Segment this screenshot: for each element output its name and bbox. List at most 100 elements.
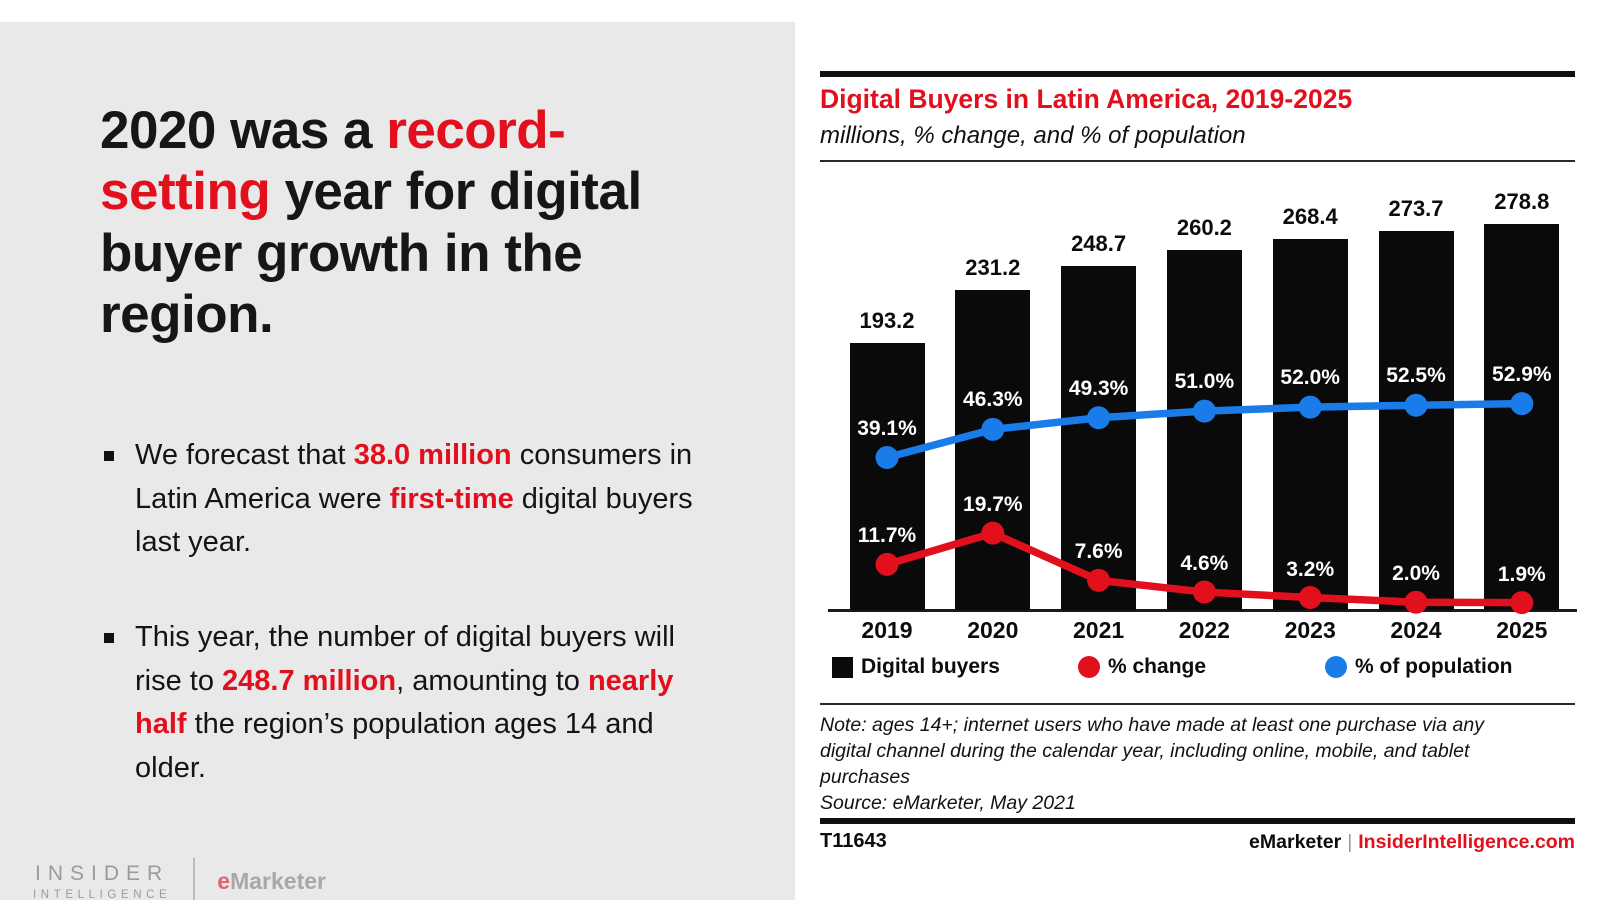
highlight-text: nearly half — [135, 664, 674, 741]
plain-text: , amounting to — [396, 664, 588, 697]
footer-rule — [820, 818, 1575, 824]
pct-change-label: 11.7% — [857, 524, 917, 548]
logo-insider-line: INSIDER — [35, 861, 170, 885]
legend-item-pct-change: % change — [1078, 655, 1206, 679]
chart-footer-brand: eMarketer | InsiderIntelligence.com — [1249, 831, 1575, 854]
pct-population-label: 52.5% — [1386, 364, 1446, 388]
pct-population-label: 51.0% — [1174, 370, 1235, 394]
pct-change-label: 19.7% — [963, 493, 1023, 517]
insider-intelligence-logo: INSIDER INTELLIGENCE eMarketer — [33, 858, 326, 900]
pct-population-point-2022 — [1192, 399, 1216, 423]
bullet-item: This year, the number of digital buyers … — [104, 616, 729, 790]
pct-change-point-2025 — [1510, 591, 1534, 615]
plain-text: consumers in Latin America were — [135, 439, 693, 515]
plain-text: We forecast that — [135, 439, 354, 471]
bar-value-label: 248.7 — [1071, 230, 1127, 256]
chart-subtitle: millions, % change, and % of population — [820, 122, 1246, 149]
year-label-2024: 2024 — [1390, 617, 1442, 643]
bar-value-label: 231.2 — [965, 255, 1021, 281]
footer-divider: | — [1347, 831, 1353, 853]
pct-population-point-2021 — [1087, 406, 1111, 430]
note-rule — [820, 703, 1575, 705]
bar-value-label: 193.2 — [859, 307, 915, 333]
pct-population-label: 49.3% — [1068, 376, 1129, 400]
highlight-text: 248.7 million — [222, 664, 397, 697]
digital-buyers-bar-2023 — [1272, 238, 1348, 610]
trend-lines — [875, 392, 1534, 615]
pct-population-label: 52.9% — [1492, 362, 1552, 386]
plain-text: year for digital buyer growth in the reg… — [100, 162, 642, 345]
insider-intelligence-wordmark: INSIDER INTELLIGENCE — [33, 862, 171, 900]
legend-label: % change — [1108, 655, 1207, 678]
footer-site-link: InsiderIntelligence.com — [1358, 831, 1575, 853]
legend-item-digital-buyers: Digital buyers — [832, 655, 1000, 679]
digital-buyers-swatch-icon — [832, 656, 853, 678]
pct-change-point-2019 — [875, 552, 899, 576]
bar-value-label: 260.2 — [1176, 215, 1232, 241]
legend-item-pct-population: % of population — [1325, 655, 1512, 679]
bar-value-label: 273.7 — [1388, 196, 1444, 222]
emarketer-logo-e: e — [217, 867, 231, 894]
year-label-2023: 2023 — [1284, 617, 1336, 643]
top-rule — [820, 71, 1575, 77]
pct-change-label: 7.6% — [1074, 540, 1123, 564]
bar-value-label: 278.8 — [1494, 189, 1550, 215]
page-title: 2020 was a record-setting year for digit… — [100, 100, 725, 346]
year-label-2025: 2025 — [1496, 617, 1548, 643]
legend: Digital buyers % change % of population — [820, 655, 1575, 683]
digital-buyers-bar-2021 — [1061, 265, 1137, 610]
chart-title: Digital Buyers in Latin America, 2019-20… — [820, 84, 1353, 114]
pct-population-label: 52.0% — [1280, 366, 1340, 390]
chart-id: T11643 — [820, 830, 887, 852]
chart-source: Source: eMarketer, May 2021 — [820, 792, 1076, 814]
digital-buyers-bar-2024 — [1378, 231, 1454, 610]
pct-change-point-2023 — [1298, 586, 1322, 610]
plain-text: the region’s population ages 14 and olde… — [135, 708, 654, 784]
pct-change-point-2022 — [1192, 580, 1216, 604]
plain-text: 2020 was a — [100, 101, 387, 160]
pct-change-swatch-icon — [1078, 656, 1100, 678]
pct-population-label: 46.3% — [963, 388, 1023, 412]
legend-label: Digital buyers — [861, 655, 1000, 678]
year-label-2022: 2022 — [1178, 617, 1230, 643]
digital-buyers-bar-2020 — [955, 290, 1031, 610]
pct-population-point-2019 — [875, 445, 899, 469]
highlight-text: first-time — [389, 482, 514, 515]
bullet-item: We forecast that 38.0 million consumers … — [104, 434, 729, 565]
pct-change-point-2021 — [1087, 568, 1111, 592]
pct-population-label: 39.1% — [857, 416, 917, 440]
chart-card: Digital Buyers in Latin America, 2019-20… — [795, 0, 1600, 900]
pct-population-swatch-icon — [1325, 656, 1347, 678]
chart-note: Note: ages 14+; internet users who have … — [820, 714, 1484, 788]
emarketer-logo-rest: Marketer — [230, 867, 326, 894]
pct-change-label: 3.2% — [1286, 557, 1335, 581]
plain-text: This year, the number of digital buyers … — [135, 621, 675, 697]
x-axis-line — [828, 609, 1577, 612]
pct-population-point-2025 — [1510, 392, 1534, 416]
pct-population-point-2020 — [981, 417, 1005, 441]
left-panel: 2020 was a record-setting year for digit… — [0, 22, 795, 900]
digital-buyers-bar-2025 — [1484, 224, 1560, 610]
logo-intelligence-line: INTELLIGENCE — [33, 888, 172, 900]
highlight-text: record-setting — [100, 101, 566, 222]
bullet-square-icon — [104, 633, 114, 643]
pct-change-label: 4.6% — [1180, 552, 1229, 576]
year-label-2021: 2021 — [1073, 617, 1125, 643]
pct-population-point-2024 — [1404, 393, 1428, 417]
footer-emarketer: eMarketer — [1249, 831, 1342, 853]
pct-population-point-2023 — [1298, 395, 1322, 419]
year-label-2020: 2020 — [967, 617, 1019, 643]
header-rule — [820, 160, 1575, 162]
logo-divider — [193, 858, 196, 900]
pct-change-label: 1.9% — [1497, 562, 1546, 586]
bullet-text: This year, the number of digital buyers … — [135, 616, 729, 790]
bullet-text: We forecast that 38.0 million consumers … — [135, 434, 729, 565]
highlight-text: 38.0 million — [353, 439, 512, 471]
plot-area: 193.2 231.2 248.7 260.2 268.4 273.7 278.8 39.1%… — [820, 189, 1577, 615]
plain-text: digital buyers last year. — [135, 482, 693, 559]
pct-change-point-2024 — [1404, 590, 1428, 614]
bullet-square-icon — [104, 451, 114, 461]
legend-label: % of population — [1355, 655, 1513, 678]
bar-value-label: 268.4 — [1282, 203, 1338, 229]
emarketer-logo: eMarketer — [217, 868, 326, 895]
